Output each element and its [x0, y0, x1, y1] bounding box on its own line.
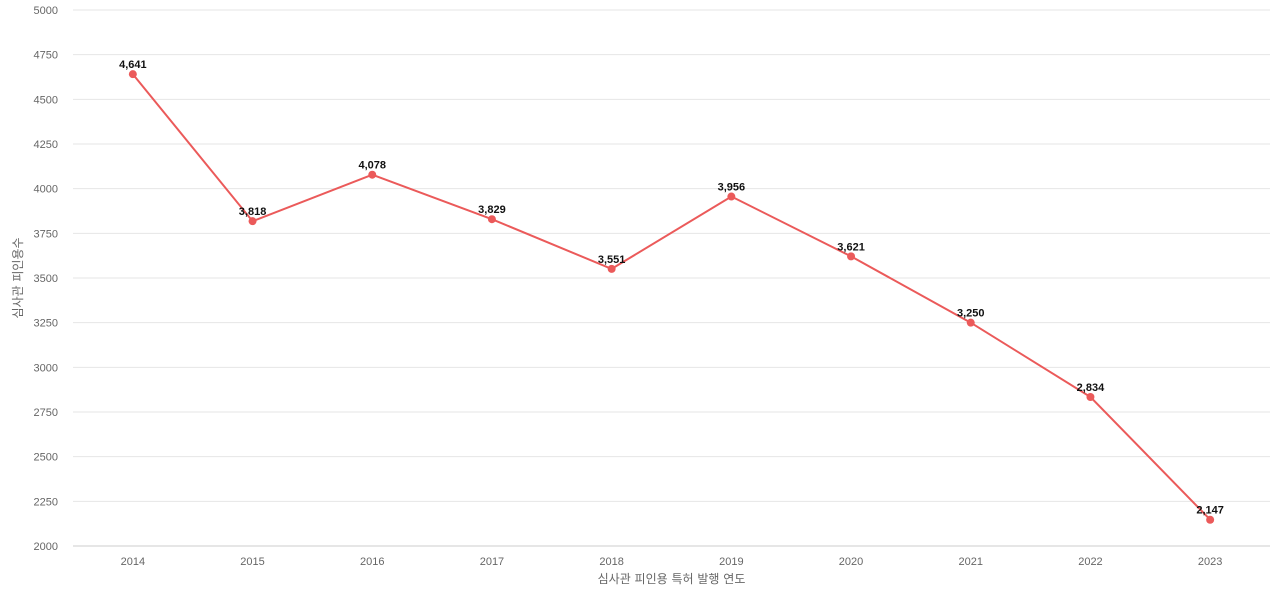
data-point — [487, 215, 496, 224]
y-tick-label: 4500 — [34, 94, 58, 106]
y-tick-label: 3000 — [34, 362, 58, 374]
data-point — [727, 192, 736, 201]
x-tick-label: 2022 — [1078, 556, 1102, 568]
data-label: 4,641 — [119, 59, 147, 71]
x-axis-ticks: 2014 2015 2016 2017 2018 2019 2020 2021 2022 2023 — [121, 556, 1223, 568]
x-axis-title: 심사관 피인용 특허 발행 연도 — [598, 571, 746, 586]
data-label: 3,250 — [957, 308, 985, 320]
y-axis-ticks: 2000 2250 2500 2750 3000 3250 3500 3750 4000 4250… — [34, 5, 58, 553]
y-tick-label: 4750 — [34, 50, 58, 62]
y-tick-label: 2000 — [34, 541, 58, 553]
y-tick-label: 4250 — [34, 139, 58, 151]
y-tick-label: 3750 — [34, 228, 58, 240]
data-point — [128, 70, 137, 79]
y-tick-label: 2500 — [34, 452, 58, 464]
data-label: 2,834 — [1077, 382, 1105, 394]
y-tick-label: 4000 — [34, 184, 58, 196]
data-point — [1206, 515, 1215, 524]
data-label: 3,829 — [478, 204, 506, 216]
data-labels: 4,641 3,818 4,078 3,829 3,551 3,956 3,621 3,250… — [119, 59, 1224, 517]
x-tick-label: 2021 — [959, 556, 983, 568]
data-label: 3,956 — [718, 182, 746, 194]
data-points — [128, 70, 1215, 524]
x-tick-label: 2023 — [1198, 556, 1222, 568]
data-point — [248, 217, 257, 226]
data-label: 2,147 — [1196, 505, 1224, 517]
y-tick-label: 2250 — [34, 496, 58, 508]
y-tick-label: 3500 — [34, 273, 58, 285]
data-label: 3,818 — [239, 206, 267, 218]
data-point — [607, 264, 616, 273]
x-tick-label: 2015 — [240, 556, 264, 568]
x-tick-label: 2019 — [719, 556, 743, 568]
series-line — [132, 73, 1211, 521]
x-tick-label: 2014 — [121, 556, 145, 568]
data-label: 4,078 — [358, 160, 386, 172]
grid-lines — [73, 9, 1270, 547]
y-tick-label: 2750 — [34, 407, 58, 419]
data-label: 3,551 — [598, 254, 626, 266]
x-tick-label: 2018 — [599, 556, 623, 568]
y-tick-label: 3250 — [34, 318, 58, 330]
data-point — [966, 318, 975, 327]
x-tick-label: 2020 — [839, 556, 863, 568]
y-axis-title: 심사관 피인용수 — [11, 237, 25, 318]
x-tick-label: 2016 — [360, 556, 384, 568]
data-point — [368, 170, 377, 179]
y-tick-label: 5000 — [34, 5, 58, 17]
x-tick-label: 2017 — [480, 556, 504, 568]
data-point — [1086, 392, 1095, 401]
data-point — [847, 252, 856, 261]
data-label: 3,621 — [837, 241, 865, 253]
